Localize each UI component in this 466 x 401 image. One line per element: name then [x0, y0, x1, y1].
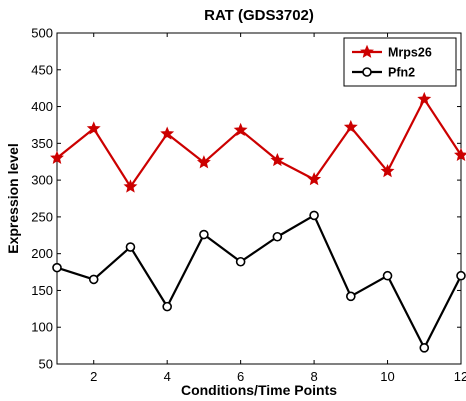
series-mrps26 [51, 93, 466, 191]
data-point-pfn2 [90, 275, 98, 283]
y-tick-label: 200 [31, 246, 53, 261]
x-tick-label: 12 [454, 369, 466, 384]
data-point-pfn2 [53, 264, 61, 272]
data-point-pfn2 [163, 303, 171, 311]
y-tick-label: 300 [31, 173, 53, 188]
data-point-pfn2 [347, 292, 355, 300]
legend: Mrps26 Pfn2 [344, 38, 456, 86]
y-tick-label: 50 [39, 357, 53, 372]
y-tick-label: 400 [31, 99, 53, 114]
y-tick-label: 150 [31, 283, 53, 298]
chart-title: RAT (GDS3702) [204, 7, 314, 24]
data-point-pfn2 [126, 243, 134, 251]
y-tick-label: 450 [31, 62, 53, 77]
legend-label-pfn2: Pfn2 [388, 66, 415, 80]
series-line-pfn2 [57, 215, 461, 347]
x-tick-label: 10 [380, 369, 394, 384]
y-tick-label: 250 [31, 209, 53, 224]
data-point-pfn2 [384, 272, 392, 280]
data-point-mrps26 [419, 93, 430, 104]
x-tick-label: 4 [164, 369, 171, 384]
legend-label-mrps26: Mrps26 [388, 46, 432, 60]
x-axis-label: Conditions/Time Points [181, 382, 337, 398]
y-tick-label: 350 [31, 136, 53, 151]
data-point-pfn2 [457, 272, 465, 280]
series-pfn2 [53, 211, 465, 351]
y-tick-label: 100 [31, 320, 53, 335]
series-line-mrps26 [57, 99, 461, 187]
y-axis-label: Expression level [5, 143, 21, 254]
y-tick-label: 500 [31, 26, 53, 41]
legend-marker-pfn2 [363, 68, 371, 76]
data-point-pfn2 [310, 211, 318, 219]
data-point-pfn2 [237, 258, 245, 266]
data-point-pfn2 [420, 344, 428, 352]
x-tick-label: 2 [90, 369, 97, 384]
data-point-pfn2 [273, 233, 281, 241]
data-point-pfn2 [200, 231, 208, 239]
